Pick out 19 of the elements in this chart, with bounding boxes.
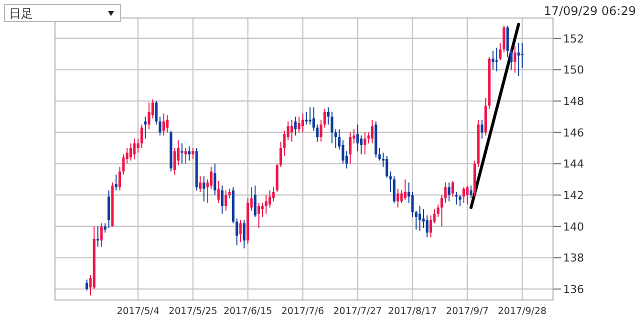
x-tick-label: 2017/9/28 (498, 306, 547, 317)
y-tick-label: 140 (563, 220, 584, 234)
x-tick-label: 2017/5/25 (168, 306, 218, 317)
selector: 日足 (4, 4, 121, 22)
y-tick-label: 150 (563, 64, 584, 77)
y-tick-label: 148 (563, 95, 584, 108)
y-tick-label: 152 (563, 32, 584, 46)
x-tick-label: 2017/6/15 (223, 306, 272, 317)
y-tick-label: 142 (563, 189, 584, 202)
x-tick-label: 2017/7/6 (281, 306, 324, 317)
y-tick-label: 138 (563, 252, 584, 265)
y-tick-label: 146 (563, 126, 584, 140)
x-tick-label: 2017/8/17 (388, 306, 437, 317)
x-tick-label: 2017/7/27 (333, 306, 382, 317)
text: 17/09/29 06:29 (544, 4, 636, 18)
x-tick-label: 2017/9/7 (446, 306, 489, 317)
y-tick-label: 136 (563, 283, 584, 296)
x-tick-label: 2017/5/4 (116, 306, 160, 317)
y-tick-label: 144 (563, 158, 584, 171)
